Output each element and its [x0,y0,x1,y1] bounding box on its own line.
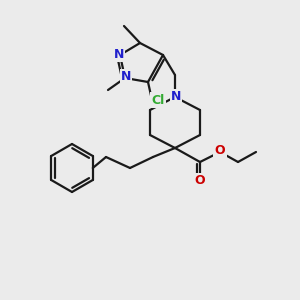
Text: O: O [195,175,205,188]
Text: N: N [121,70,131,83]
Text: N: N [114,47,124,61]
Text: N: N [171,91,181,103]
Text: O: O [215,145,225,158]
Text: Cl: Cl [152,94,165,106]
